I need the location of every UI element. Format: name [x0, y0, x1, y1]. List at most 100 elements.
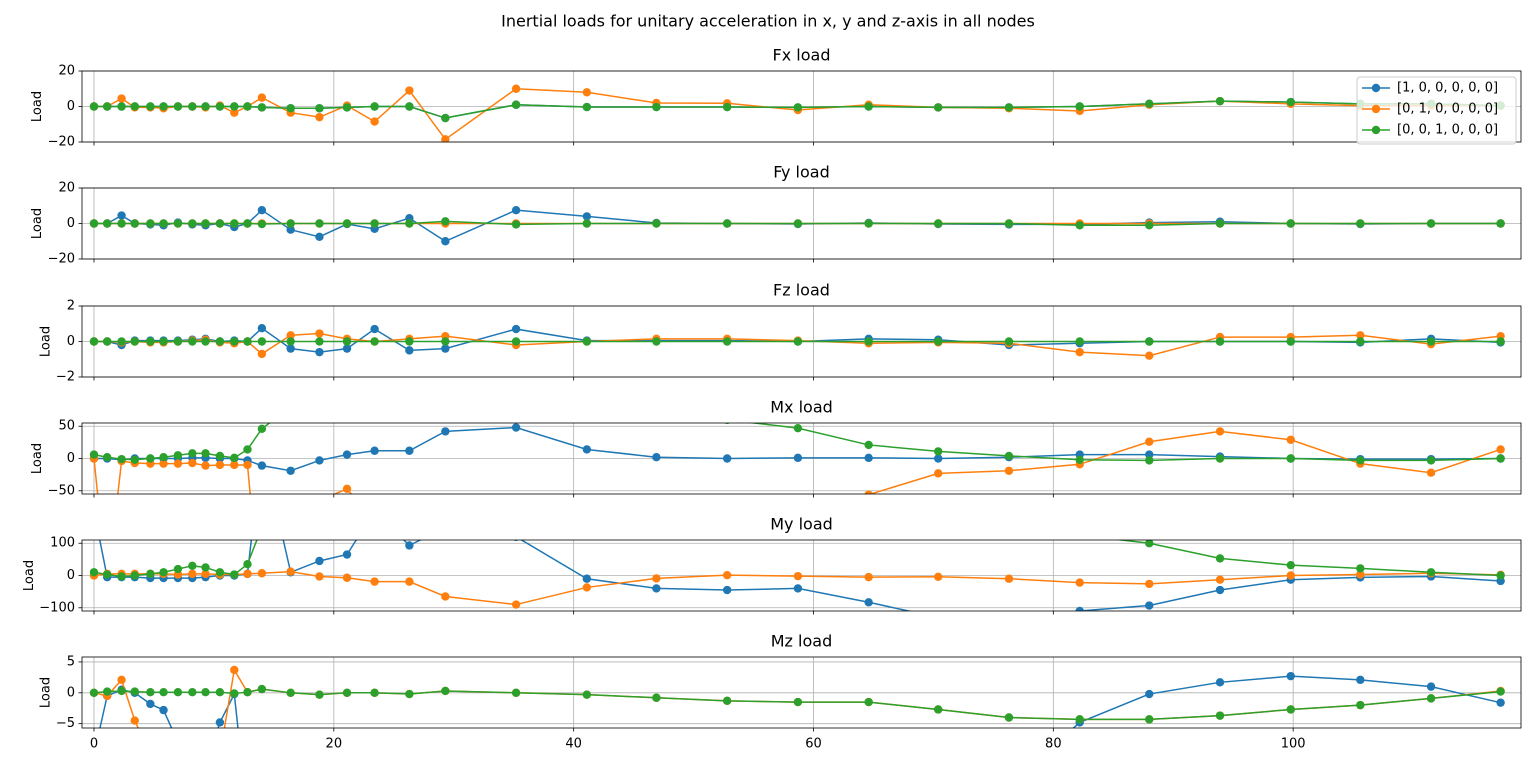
plot-area: [89, 323, 1505, 360]
y-axis-label: Load: [30, 208, 45, 239]
subplot-title: Mz load: [771, 632, 832, 651]
data-point: [1496, 698, 1505, 707]
data-point: [130, 687, 139, 696]
y-axis-label: Load: [38, 677, 53, 708]
data-point: [370, 474, 378, 482]
data-point: [89, 450, 99, 459]
data-point: [243, 560, 252, 569]
data-point: [117, 454, 126, 464]
data-point: [130, 102, 139, 111]
legend-marker: [1371, 125, 1381, 135]
data-point: [934, 705, 943, 714]
data-point: [117, 211, 126, 220]
data-point: [173, 219, 183, 228]
y-tick-label: 20: [58, 181, 75, 196]
data-point: [201, 102, 210, 111]
data-point: [159, 219, 168, 228]
data-point: [370, 324, 379, 334]
data-point: [130, 455, 139, 464]
y-tick-label: −50: [48, 483, 75, 498]
y-tick-label: 0: [67, 685, 75, 700]
data-point: [652, 596, 660, 604]
data-point: [1215, 711, 1225, 720]
y-tick-label: 0: [67, 216, 75, 231]
data-point: [188, 561, 197, 571]
data-point: [370, 370, 378, 378]
data-point: [1075, 606, 1084, 611]
data-point: [130, 571, 139, 580]
data-point: [257, 337, 267, 346]
data-point: [794, 551, 802, 559]
data-point: [315, 556, 324, 566]
data-point: [117, 675, 126, 685]
x-tick-label: 100: [1281, 737, 1306, 752]
data-point: [315, 496, 323, 504]
data-point: [173, 102, 183, 111]
data-point: [1496, 687, 1505, 696]
data-point: [230, 102, 239, 111]
legend-marker: [1371, 83, 1381, 93]
data-point: [286, 466, 295, 475]
data-point: [342, 103, 352, 112]
data-point: [441, 427, 450, 436]
data-point: [173, 459, 183, 468]
data-point: [286, 474, 294, 482]
data-point: [1145, 579, 1154, 589]
figure-title: Inertial loads for unitary acceleration …: [501, 12, 1035, 31]
data-point: [723, 474, 731, 482]
data-point: [1145, 715, 1154, 724]
data-point: [1215, 219, 1225, 228]
y-tick-label: −20: [48, 135, 75, 150]
data-point: [1075, 715, 1084, 724]
data-point: [864, 102, 873, 111]
data-point: [102, 337, 112, 346]
y-tick-label: 100: [50, 536, 75, 551]
data-point: [146, 569, 155, 579]
data-point: [117, 219, 126, 228]
data-point: [1145, 689, 1154, 699]
data-point: [441, 357, 449, 365]
data-point: [1075, 578, 1084, 587]
data-point: [370, 102, 379, 111]
data-point: [159, 453, 168, 462]
subplot: Fz load −2 0 2 Load: [38, 281, 1522, 385]
data-point: [512, 616, 520, 624]
data-point: [159, 337, 168, 346]
data-point: [257, 93, 267, 102]
data-point: [315, 329, 324, 338]
data-point: [257, 205, 267, 215]
data-point: [286, 104, 295, 113]
data-point: [258, 616, 266, 624]
data-point: [405, 446, 414, 455]
data-point: [188, 687, 197, 697]
y-tick-label: 50: [58, 419, 75, 434]
data-point: [1356, 219, 1365, 228]
data-point: [257, 569, 267, 578]
data-point: [370, 117, 379, 126]
data-point: [1145, 540, 1154, 548]
subplot-title: Fx load: [773, 46, 831, 65]
data-point: [315, 456, 324, 465]
data-point: [370, 688, 379, 698]
y-tick-label: 0: [67, 99, 75, 114]
legend-label: [0, 0, 1, 0, 0, 0]: [1397, 123, 1498, 138]
data-point: [1005, 507, 1013, 515]
data-point: [864, 697, 873, 707]
data-point: [441, 113, 450, 123]
data-point: [934, 447, 943, 456]
data-point: [405, 219, 414, 228]
data-point: [1286, 671, 1295, 681]
data-point: [511, 84, 521, 93]
data-point: [243, 445, 252, 454]
data-point: [188, 449, 197, 458]
data-point: [201, 219, 210, 228]
data-point: [582, 337, 592, 346]
data-point: [934, 572, 943, 581]
data-point: [1075, 102, 1084, 111]
data-point: [441, 686, 450, 696]
data-point: [1286, 97, 1295, 107]
axes-frame: [81, 70, 1522, 143]
data-point: [652, 453, 661, 462]
data-point: [1145, 351, 1154, 360]
